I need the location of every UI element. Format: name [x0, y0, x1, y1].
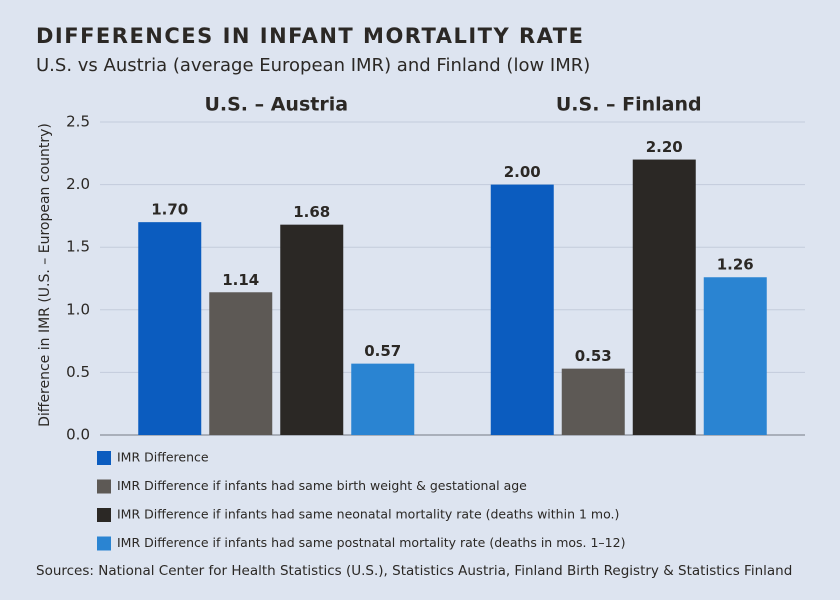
legend-swatch: [97, 508, 111, 522]
legend-label: IMR Difference if infants had same neona…: [117, 507, 619, 522]
bar: [351, 363, 415, 435]
data-label: 2.00: [504, 163, 541, 181]
y-tick-label: 0.5: [66, 363, 90, 381]
bar: [280, 224, 344, 435]
bar: [632, 159, 696, 435]
bar: [138, 222, 202, 435]
category-label: U.S. – Finland: [556, 94, 702, 116]
bar: [561, 368, 625, 435]
legend-label: IMR Difference if infants had same postn…: [117, 535, 625, 550]
data-label: 2.20: [646, 138, 683, 156]
legend-label: IMR Difference if infants had same birth…: [117, 478, 527, 493]
category-label: U.S. – Austria: [204, 94, 348, 116]
data-label: 1.14: [222, 271, 259, 289]
legend-swatch: [97, 536, 111, 551]
chart-title: DIFFERENCES IN INFANT MORTALITY RATE: [36, 24, 584, 48]
data-label: 1.70: [151, 201, 188, 219]
y-tick-label: 1.0: [66, 300, 90, 318]
data-label: 1.26: [717, 256, 754, 274]
chart-subtitle: U.S. vs Austria (average European IMR) a…: [36, 55, 590, 76]
y-tick-label: 2.0: [66, 175, 90, 193]
data-label: 0.57: [364, 342, 401, 360]
bar: [209, 292, 273, 435]
y-tick-label: 2.5: [66, 113, 90, 131]
y-tick-label: 0.0: [66, 426, 90, 444]
bar: [490, 184, 554, 435]
y-tick-label: 1.5: [66, 238, 90, 256]
data-label: 1.68: [293, 203, 330, 221]
bar: [703, 277, 767, 435]
y-axis-label: Difference in IMR (U.S. – European count…: [37, 123, 53, 427]
legend-label: IMR Difference: [117, 450, 209, 465]
legend-swatch: [97, 451, 111, 465]
legend-swatch: [97, 479, 111, 494]
source-note: Sources: National Center for Health Stat…: [36, 563, 792, 579]
data-label: 0.53: [575, 347, 612, 365]
